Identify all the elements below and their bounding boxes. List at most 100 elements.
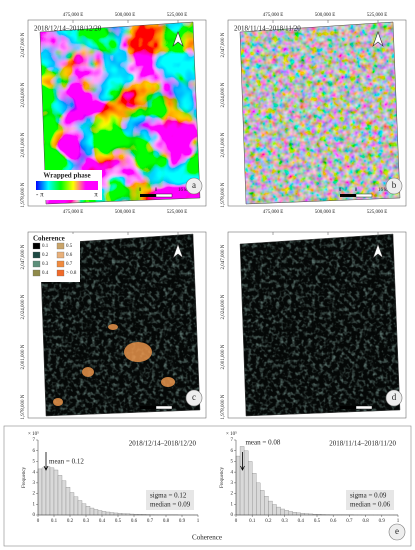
histogram-bar — [85, 506, 91, 516]
legend-min: - π — [36, 191, 44, 199]
y-tick-label: 5 — [33, 460, 36, 465]
x-tick-label: 0 — [235, 519, 238, 524]
histogram-bar — [73, 496, 79, 516]
x-tick-label: 1 — [397, 519, 400, 524]
x-tick-label: 0.6 — [330, 519, 337, 524]
histogram-bar — [45, 466, 51, 516]
easting-label: 525,000 E — [367, 13, 388, 18]
histogram-bar — [296, 512, 301, 516]
scale-label: 0 — [139, 188, 142, 193]
easting-label: 500,000 E — [315, 210, 336, 215]
x-tick-label: 0.5 — [115, 519, 122, 524]
histogram-bar — [264, 496, 269, 516]
scale-label: 16 km — [378, 188, 391, 193]
histogram-bar — [93, 509, 99, 516]
y-tick-label: 7 — [33, 438, 36, 443]
scale-label: 16 km — [378, 400, 391, 405]
northing-label: 1,978,000 N — [221, 182, 226, 207]
mean-arrow — [240, 452, 245, 471]
histogram-bar — [288, 511, 293, 516]
stats-label: sigma = 0.09 — [350, 492, 387, 500]
easting-label: 525,000 E — [167, 210, 188, 215]
x-tick-label: 0.8 — [163, 519, 170, 524]
histogram-bar — [69, 492, 75, 516]
scale-bar — [140, 406, 156, 409]
y-tick-label: 2 — [231, 492, 234, 497]
y-tick-label: 4 — [231, 470, 234, 475]
histogram-bar — [105, 511, 111, 516]
mean-label: mean = 0.08 — [245, 439, 280, 447]
histogram-bar — [280, 508, 285, 516]
x-tick-label: 0.8 — [362, 519, 369, 524]
histogram-bar — [292, 512, 297, 516]
scale-bar — [340, 406, 356, 409]
x-tick-label: 0.9 — [179, 519, 186, 524]
y-tick-label: 4 — [33, 470, 36, 475]
histogram-bar — [276, 506, 281, 516]
map-image — [40, 234, 200, 416]
legend-label: 0.4 — [42, 271, 49, 276]
mean-arrow — [43, 452, 49, 471]
legend-label: 0.7 — [66, 262, 73, 267]
histogram-bar — [41, 467, 47, 516]
northing-label: 1,978,000 N — [221, 394, 226, 419]
northing-label: 2,024,000 N — [21, 82, 26, 107]
map-image — [240, 22, 400, 204]
stats-label: median = 0.06 — [350, 501, 391, 509]
easting-label: 475,000 E — [263, 210, 284, 215]
easting-label: 475,000 E — [63, 13, 84, 18]
x-tick-label: 0.7 — [346, 519, 353, 524]
easting-label: 475,000 E — [263, 13, 284, 18]
x-tick-label: 0.4 — [99, 519, 106, 524]
y-axis-label: Frequency — [22, 466, 27, 488]
map-outline — [239, 21, 401, 205]
northing-label: 2,024,000 N — [21, 294, 26, 319]
easting-label: 475,000 E — [63, 210, 84, 215]
x-tick-label: 0.2 — [265, 519, 272, 524]
legend-title: Wrapped phase — [43, 172, 90, 180]
urban-area — [161, 377, 175, 387]
legend-swatch — [56, 269, 65, 277]
histogram-bar — [252, 473, 257, 516]
histogram-bar — [247, 461, 253, 516]
map-outline — [239, 233, 401, 417]
legend-label: 0.1 — [42, 244, 49, 249]
legend-label: 0.6 — [66, 253, 73, 258]
legend-swatch — [32, 242, 41, 250]
panel-letter-circle — [388, 523, 406, 541]
urban-area — [82, 367, 94, 377]
northing-label: 2,047,000 N — [221, 244, 226, 269]
legend-swatch — [56, 242, 65, 250]
x-tick-label: 0.7 — [147, 519, 154, 524]
map-outline — [39, 233, 201, 417]
y-tick-label: 3 — [33, 481, 36, 486]
panel-letter: b — [392, 180, 397, 190]
northing-label: 2,001,000 N — [21, 132, 26, 157]
scale-label: 0 — [339, 188, 342, 193]
histogram-bar — [109, 512, 115, 516]
stats-label: median = 0.09 — [150, 501, 191, 509]
y-tick-label: 0 — [33, 513, 36, 518]
x-tick-label: 1 — [197, 519, 200, 524]
x-tick-label: 0.3 — [83, 519, 90, 524]
map-panel: 2,047,000 N 2,024,000 N 2,001,000 N 1,978,0… — [221, 231, 407, 419]
panel-date: 2018/11/14–2018/11/20 — [234, 25, 301, 33]
panel-letter-circle — [185, 177, 203, 195]
histogram-bar — [49, 467, 55, 516]
northing-label: 2,047,000 N — [21, 244, 26, 269]
x-tick-label: 0.9 — [379, 519, 386, 524]
legend-swatch — [56, 251, 65, 259]
easting-label: 525,000 E — [367, 210, 388, 215]
north-arrow — [372, 31, 384, 47]
northing-label: 2,001,000 N — [221, 344, 226, 369]
histogram-bar — [243, 450, 249, 516]
histogram-bar — [89, 507, 95, 516]
north-arrow — [372, 243, 384, 259]
legend-label: 0.2 — [42, 253, 49, 258]
legend-title: Coherence — [33, 235, 65, 243]
scale-bar — [155, 405, 173, 410]
scale-label: 8 — [355, 188, 358, 193]
x-tick-label: 0.6 — [131, 519, 138, 524]
y-tick-label: 1 — [231, 502, 234, 507]
map-panel: 2,047,000 N 2,024,000 N 2,001,000 N 1,978,0… — [21, 13, 207, 215]
